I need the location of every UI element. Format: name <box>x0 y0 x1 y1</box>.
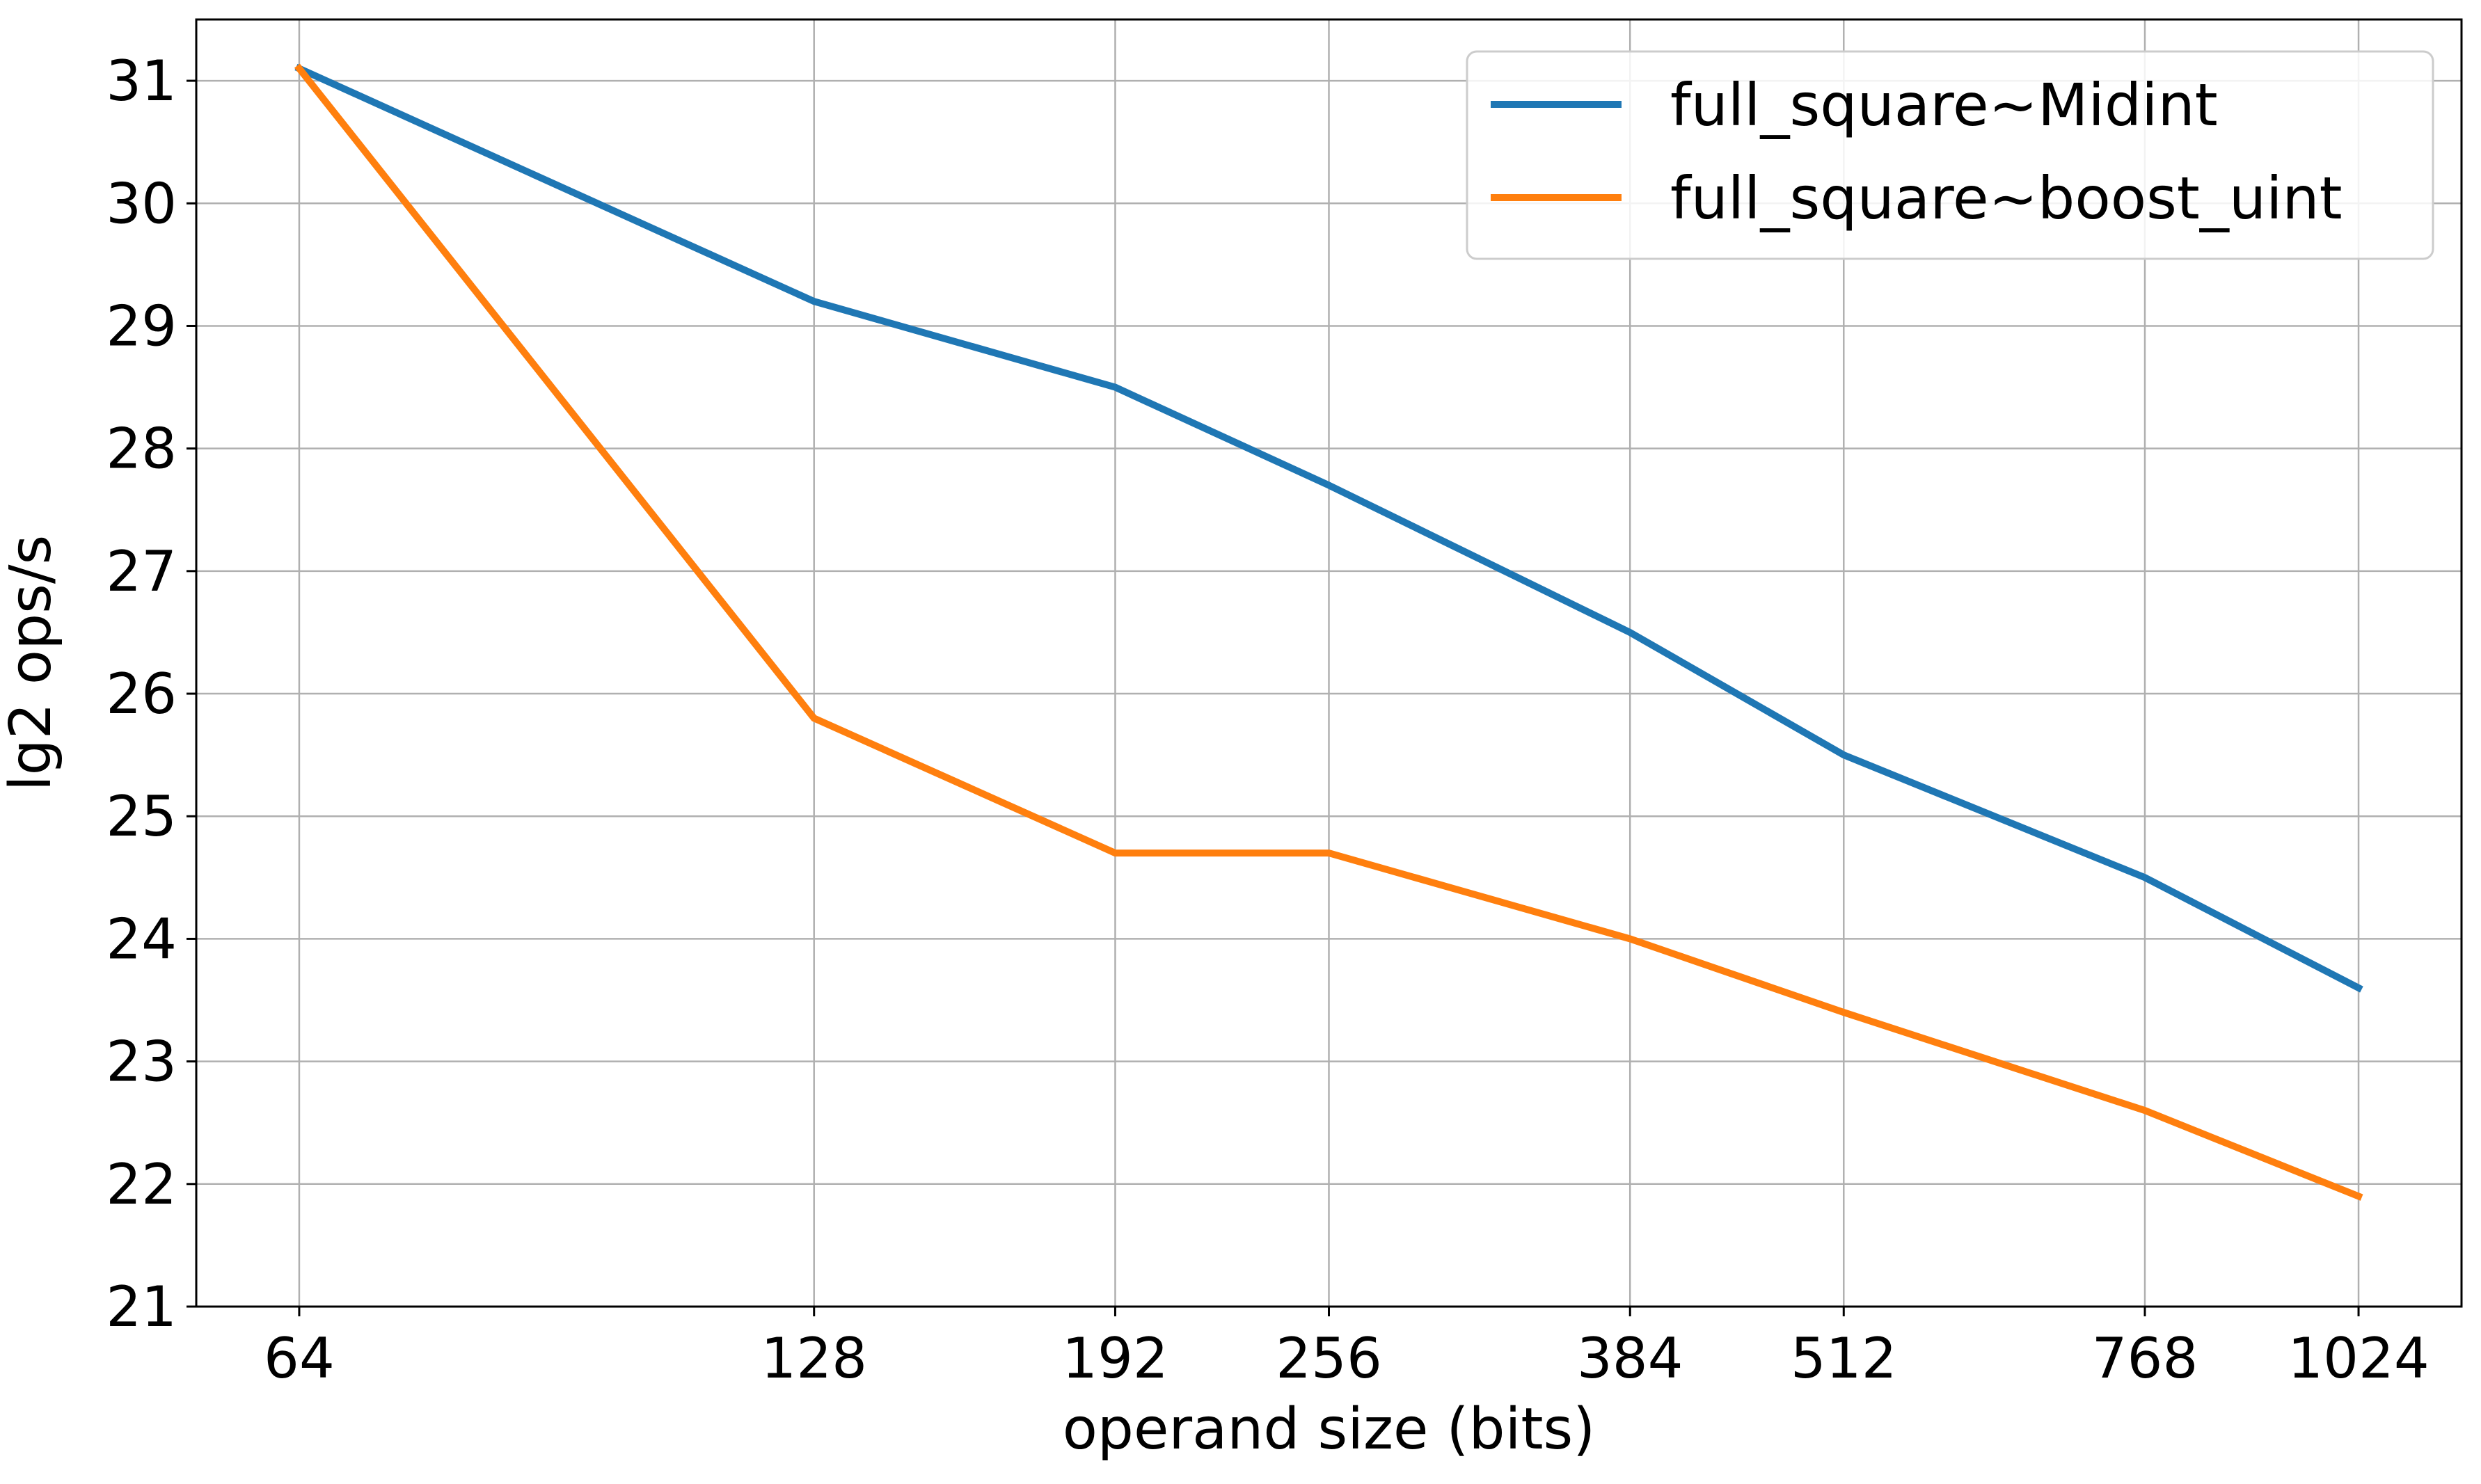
y-axis-title: lg2 ops/s <box>0 535 64 791</box>
x-tick-label: 768 <box>2092 1326 2198 1391</box>
x-tick-label: 128 <box>761 1326 867 1391</box>
x-tick-label: 1024 <box>2288 1326 2430 1391</box>
legend-label: full_square~Midint <box>1670 71 2218 139</box>
series-line-1 <box>294 63 2363 993</box>
x-tick-label: 64 <box>264 1326 335 1391</box>
x-axis-title: operand size (bits) <box>1063 1396 1595 1462</box>
x-tick-label: 256 <box>1276 1326 1382 1391</box>
y-tick-label: 30 <box>106 171 177 236</box>
x-tick-label: 192 <box>1062 1326 1168 1391</box>
y-tick-label: 31 <box>106 49 177 113</box>
y-tick-label: 27 <box>106 539 177 604</box>
legend-label: full_square~boost_uint <box>1670 164 2343 232</box>
y-tick-label: 21 <box>106 1275 177 1339</box>
legend: full_square~Midint full_square~boost_uint <box>1466 50 2434 260</box>
x-tick-label: 384 <box>1577 1326 1683 1391</box>
legend-box <box>1466 50 2434 260</box>
y-tick-label: 29 <box>106 294 177 358</box>
y-tick-label: 24 <box>106 907 177 971</box>
y-tick-label: 23 <box>106 1030 177 1094</box>
series-line-2 <box>294 63 2363 1201</box>
x-tick-label: 512 <box>1791 1326 1897 1391</box>
y-tick-label: 22 <box>106 1152 177 1217</box>
y-tick-label: 26 <box>106 662 177 726</box>
y-tick-label: 25 <box>106 784 177 849</box>
y-tick-label: 28 <box>106 417 177 481</box>
